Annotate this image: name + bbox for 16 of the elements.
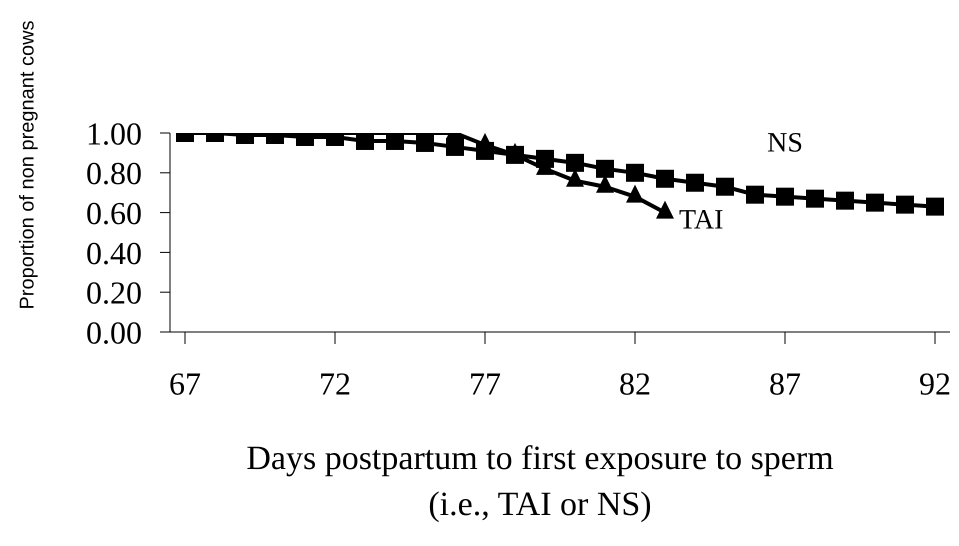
x-tick-label: 87 bbox=[769, 366, 801, 402]
series-label: TAI bbox=[679, 204, 724, 236]
series-label: NS bbox=[767, 128, 803, 159]
y-tick-label: 0.20 bbox=[86, 274, 142, 311]
x-tick-label: 92 bbox=[919, 366, 951, 402]
x-axis-title: Days postpartum to first exposure to sperm (i.e., TAI or NS) bbox=[245, 439, 835, 525]
y-tick-label: 0.40 bbox=[86, 234, 142, 271]
x-tick-label: 82 bbox=[619, 366, 651, 402]
x-tick-label: 77 bbox=[469, 366, 501, 402]
y-tick-label: 0.60 bbox=[86, 194, 142, 231]
x-tick-label: 67 bbox=[169, 366, 201, 402]
x-tick-label: 72 bbox=[319, 366, 351, 402]
y-tick-label: 0.00 bbox=[86, 314, 142, 350]
y-tick-label: 0.80 bbox=[86, 155, 142, 192]
y-axis-title: Proportion of non pregnant cows bbox=[16, 20, 40, 310]
y-tick-label: 1.00 bbox=[86, 115, 142, 152]
